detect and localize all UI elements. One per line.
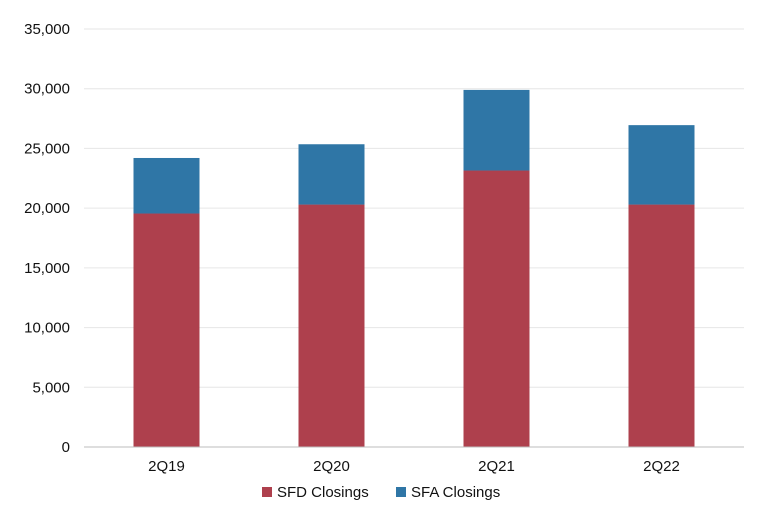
y-tick-label: 15,000: [24, 260, 70, 277]
bar-sfa-closings-2q22: [628, 125, 695, 205]
legend-label: SFA Closings: [411, 484, 500, 501]
x-tick-label: 2Q22: [643, 458, 680, 475]
y-tick-label: 25,000: [24, 140, 70, 157]
bar-sfa-closings-2q21: [463, 89, 530, 171]
x-tick-label: 2Q19: [148, 458, 185, 475]
x-axis-tick-labels: 2Q19 2Q20 2Q21 2Q22: [148, 458, 680, 475]
legend: SFD Closings SFA Closings: [262, 484, 500, 501]
bar-sfd-closings-2q19: [133, 213, 200, 447]
bar-sfd-closings-2q22: [628, 204, 695, 447]
legend-swatch: [396, 487, 406, 497]
y-axis-tick-labels: 0 5,000 10,000 15,000 20,000 25,000 30,000 35,0…: [24, 21, 70, 456]
y-tick-label: 5,000: [32, 379, 70, 396]
y-tick-label: 35,000: [24, 21, 70, 38]
x-tick-label: 2Q21: [478, 458, 515, 475]
legend-swatch: [262, 487, 272, 497]
bar-sfa-closings-2q19: [133, 157, 200, 214]
x-tick-label: 2Q20: [313, 458, 350, 475]
y-tick-label: 0: [62, 439, 70, 456]
bar-sfa-closings-2q20: [298, 144, 365, 205]
bar-sfd-closings-2q20: [298, 204, 365, 447]
y-tick-label: 20,000: [24, 200, 70, 217]
y-tick-label: 30,000: [24, 81, 70, 98]
bar-sfd-closings-2q21: [463, 170, 530, 447]
legend-label: SFD Closings: [277, 484, 369, 501]
y-tick-label: 10,000: [24, 320, 70, 337]
bars: [133, 89, 695, 447]
